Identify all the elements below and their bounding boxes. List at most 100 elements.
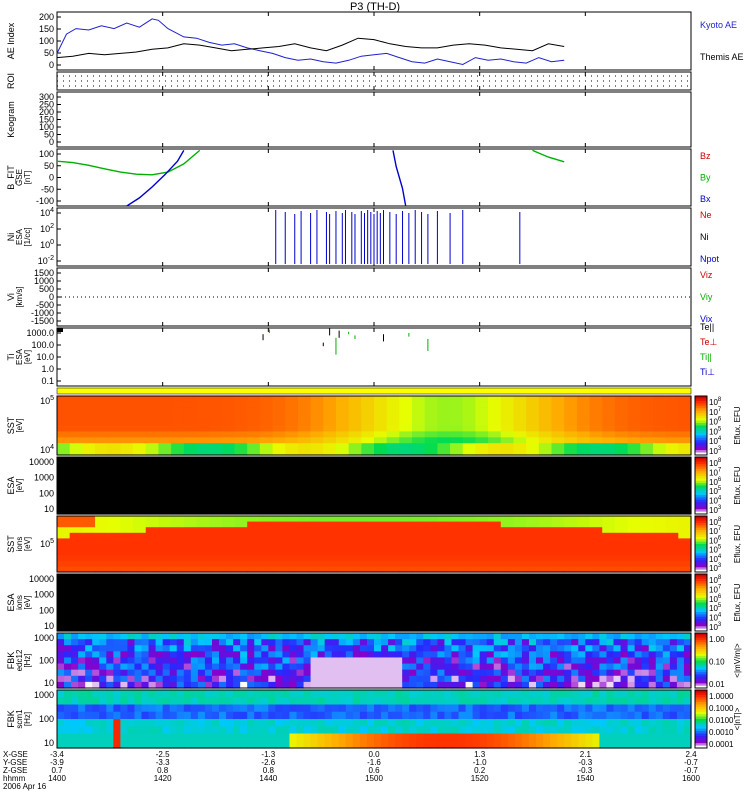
x-tick-label: 0.8 [263,766,275,775]
colorbar-tick-label: 105 [709,426,722,436]
heatmap-cell [348,401,362,409]
heatmap-cell [576,560,591,567]
heatmap-cell [95,521,109,528]
heatmap-cell [272,449,286,456]
heatmap-cell [141,675,150,683]
heatmap-cell [57,719,65,727]
colorbar-cell [695,525,707,529]
heatmap-cell [99,675,107,683]
heatmap-cell [589,538,603,545]
heatmap-cell [613,733,622,742]
heatmap-cell [247,555,261,562]
heatmap-cell [141,740,150,749]
heatmap-cell [211,657,220,665]
heatmap-cell [526,516,540,523]
heatmap-cell [338,719,347,727]
heatmap-cell [240,663,248,671]
heatmap-cell [669,719,678,727]
heatmap-cell [240,697,248,706]
heatmap-cell [526,413,540,421]
heatmap-cell [197,681,206,689]
heatmap-cell [430,711,438,720]
colorbar-cell [695,738,707,742]
heatmap-cell [627,419,641,427]
heatmap-cell [444,645,453,652]
heatmap-cell [486,681,495,689]
heatmap-cell [204,639,213,646]
panel-frame-bfit [56,148,692,207]
heatmap-cell [85,645,93,652]
heatmap-cell [665,555,679,562]
heatmap-cell [359,675,368,683]
heatmap-cell [614,538,629,545]
heatmap-cell [233,651,241,659]
heatmap-cell [226,651,234,659]
heatmap-cell [576,555,591,562]
heatmap-cell [475,419,489,427]
heatmap-cell [592,704,601,713]
heatmap-cell [606,651,615,659]
heatmap-cell [324,733,333,742]
heatmap-cell [240,639,248,646]
heatmap-cell [493,733,502,742]
heatmap-cell [285,549,299,556]
panel-frame-ti [56,327,692,387]
heatmap-cell [564,549,578,556]
heatmap-cell [576,443,591,450]
heatmap-cell [169,697,178,706]
heatmap-cell [366,633,375,640]
heatmap-cell [592,651,601,659]
heatmap-cell [507,639,516,646]
heatmap-cell [176,740,185,749]
y-tick-label: 1000 [34,276,54,286]
heatmap-cell [323,555,337,562]
heatmap-cell [82,396,96,403]
heatmap-cell [399,437,413,444]
heatmap-cell [169,669,178,677]
heatmap-cell [634,651,643,659]
colorbar-tick-label: 105 [709,486,722,496]
heatmap-cell [627,733,636,742]
heatmap-cell [437,532,451,539]
heatmap-cell [169,726,178,735]
heatmap-cell [655,675,664,683]
heatmap-cell [361,401,375,409]
heatmap-cell [536,697,544,706]
heatmap-cell [430,733,438,742]
heatmap-cell [564,425,578,432]
heatmap-cell [285,516,299,523]
heatmap-cell [374,413,388,421]
y-axis-label-esa_e: ESA [6,476,16,494]
heatmap-cell [310,690,319,698]
heatmap-cell [589,401,603,409]
heatmap-cell [275,663,284,671]
panel-frame-sst_e [56,395,692,456]
heatmap-cell [335,413,350,421]
heatmap-cell [113,704,121,713]
colorbar-frame [694,573,708,632]
heatmap-cell [578,726,586,735]
heatmap-cell [500,711,509,720]
heatmap-cell [576,544,591,551]
heatmap-cell [289,645,298,652]
heatmap-cell [209,407,223,415]
heatmap-cell [141,639,150,646]
heatmap-cell [388,639,396,646]
heatmap-cell [576,566,591,573]
heatmap-cell [310,645,319,652]
heatmap-cell [521,651,530,659]
heatmap-cell [513,549,527,556]
heatmap-cell [648,733,657,742]
heatmap-cell [113,675,121,683]
heatmap-cell [331,733,340,742]
heatmap-cell [338,711,347,720]
heatmap-cell [254,639,262,646]
heatmap-cell [234,538,248,545]
heatmap-cell [551,401,565,409]
heatmap-cell [352,633,361,640]
heatmap-cell [233,669,241,677]
heatmap-cell [475,555,489,562]
heatmap-cell [472,733,481,742]
heatmap-cell [310,407,324,415]
heatmap-cell [564,690,572,698]
